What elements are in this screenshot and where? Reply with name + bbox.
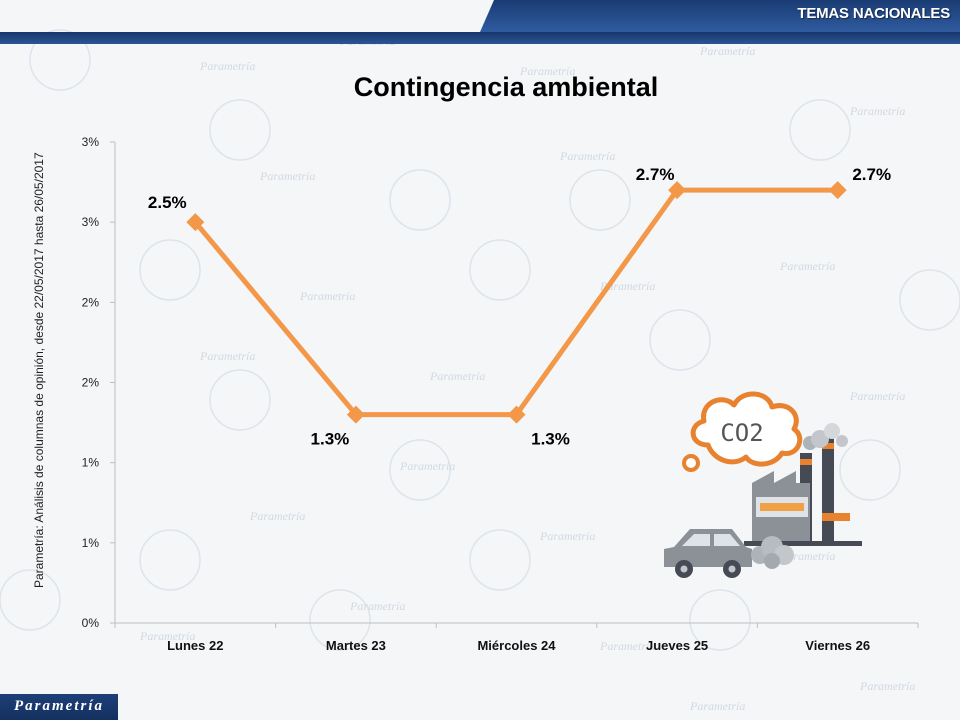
svg-text:Parametría: Parametría: [599, 639, 655, 653]
x-tick-label: Martes 23: [326, 638, 386, 653]
data-label: 2.7%: [852, 165, 891, 184]
svg-text:Parametría: Parametría: [249, 509, 305, 523]
y-tick-label: 3%: [82, 135, 100, 149]
svg-text:Parametría: Parametría: [429, 369, 485, 383]
y-tick-label: 0%: [82, 616, 100, 630]
x-tick-label: Viernes 26: [805, 638, 870, 653]
svg-text:Parametría: Parametría: [199, 59, 255, 73]
svg-text:Parametría: Parametría: [699, 44, 755, 58]
svg-text:Parametría: Parametría: [519, 64, 575, 78]
svg-text:Parametría: Parametría: [399, 459, 455, 473]
header-tab: TEMAS NACIONALES: [480, 0, 960, 32]
x-tick-label: Miércoles 24: [477, 638, 556, 653]
svg-text:Parametría: Parametría: [139, 629, 195, 643]
data-label: 1.3%: [311, 430, 350, 449]
data-label: 2.7%: [636, 165, 675, 184]
y-tick-label: 1%: [82, 536, 100, 550]
svg-text:Parametría: Parametría: [849, 389, 905, 403]
svg-text:Parametría: Parametría: [349, 599, 405, 613]
svg-text:Parametría: Parametría: [689, 699, 745, 713]
y-tick-label: 2%: [82, 295, 100, 309]
x-tick-label: Jueves 25: [646, 638, 708, 653]
data-label: 2.5%: [148, 193, 187, 212]
footer-logo: Parametría: [0, 694, 118, 720]
data-point: [507, 405, 526, 424]
section-title: TEMAS NACIONALES: [797, 5, 950, 22]
svg-text:Parametría: Parametría: [779, 259, 835, 273]
car-icon: [664, 529, 794, 578]
svg-text:Parametría: Parametría: [199, 349, 255, 363]
x-tick-label: Lunes 22: [167, 638, 223, 653]
svg-text:Parametría: Parametría: [259, 169, 315, 183]
co2-cloud-icon: CO2: [682, 391, 803, 472]
svg-text:Parametría: Parametría: [299, 289, 355, 303]
svg-text:Parametría: Parametría: [849, 104, 905, 118]
data-point: [668, 181, 687, 200]
y-tick-label: 2%: [82, 376, 100, 390]
data-point: [186, 213, 205, 232]
header-band: [0, 32, 960, 44]
data-point: [828, 181, 847, 200]
co2-label: CO2: [720, 419, 763, 447]
y-tick-label: 1%: [82, 456, 100, 470]
svg-text:Parametría: Parametría: [559, 149, 615, 163]
svg-text:Parametría: Parametría: [539, 529, 595, 543]
svg-text:Parametría: Parametría: [859, 679, 915, 693]
footer-brand: Parametría: [14, 698, 104, 714]
chart-title: Contingencia ambiental: [353, 72, 659, 102]
y-tick-label: 3%: [82, 215, 100, 229]
data-label: 1.3%: [531, 430, 570, 449]
factory-icon: [744, 423, 862, 546]
data-point: [346, 405, 365, 424]
pollution-illustration: CO2: [664, 391, 862, 578]
series-line: [193, 187, 838, 418]
